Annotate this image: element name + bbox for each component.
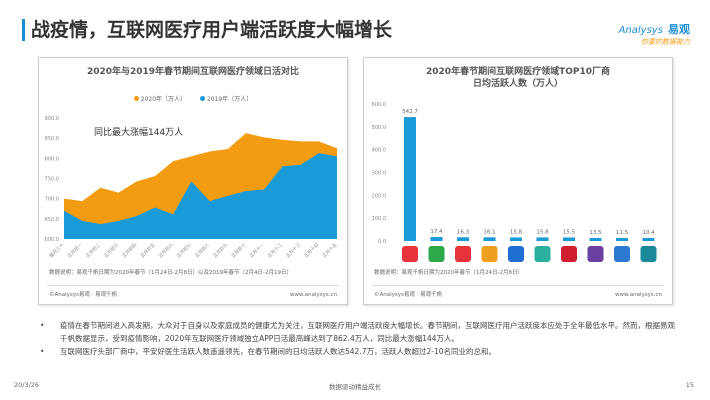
app-icon-6 [534,246,551,262]
chart-source: ©Analysys易观 · 易观千帆 [374,292,443,298]
x-tick-label: 正月初三 [102,241,120,259]
x-tick-label: 正月初九 [212,241,230,259]
y-tick-label: 400.0 [372,148,386,154]
footer-slogan: 数据驱动精益成长 [329,383,381,391]
bar [536,237,549,241]
bar [563,237,575,241]
bar [430,237,443,241]
legend-2019: 2019年（万人） [199,96,252,103]
data-label: 15.8 [536,229,549,235]
app-icon-2 [428,246,445,262]
chart-url: www.analysys.cn [290,292,337,298]
bar [483,237,496,241]
chart-url: www.analysys.cn [615,292,662,298]
chart-title: 2020年春节期间互联网医疗领域TOP10厂商 日均活跃人数（万人） [426,67,610,89]
data-label: 11.5 [616,230,629,236]
y-tick-label: 100.0 [372,216,386,222]
x-tick-label: 正月初六 [157,241,175,259]
y-tick-label: 500.0 [372,125,386,131]
app-icon-1 [402,246,418,262]
app-icon-5 [508,246,524,262]
chart-annotation: 同比最大涨幅144万人 [94,126,183,138]
y-tick-label: 200.0 [372,193,386,199]
x-tick-label: 腊月三十 [48,241,66,259]
y-tick-label: 800.0 [45,156,59,162]
app-icon-9 [614,246,630,262]
app-icon-7 [561,246,577,262]
y-tick-label: 650.0 [45,217,59,223]
bar [616,238,628,241]
chart-note: 数据说明：易观千帆日期为2020年春节（1月24日-2月8日） [374,270,523,276]
logo-brand: 易观 [668,23,690,36]
legend-2020: 2020年（万人） [133,96,186,103]
top10-bar-chart: 2020年春节期间互联网医疗领域TOP10厂商 日均活跃人数（万人） 0.0 100… [363,57,673,305]
x-tick-label: 正月十一 [248,241,266,259]
app-icon-8 [587,246,604,262]
bar [404,117,416,241]
data-label: 15.8 [510,229,523,235]
y-tick-label: 850.0 [45,136,59,142]
data-label: 542.7 [402,109,418,115]
x-tick-label: 正月十四 [303,241,321,259]
area-chart-svg: 600.0 650.0 700.0 750.0 800.0 850.0 900.0 同比最大涨… [45,116,339,259]
bullet-item: 疫情在春节期间进入高发期，大众对于自身以及家庭成员的健康尤为关注，互联网医疗用户… [40,319,680,345]
y-tick-label: 0.0 [378,239,386,245]
daily-active-comparison-chart: 2020年与2019年春节期间互联网医疗领域日活对比 2020年（万人） 201… [38,57,348,305]
bar-chart-svg: 0.0 100.0 200.0 300.0 400.0 500.0 600.0 542.7 17… [372,102,657,262]
bar [457,237,469,241]
bullet-item: 互联网医疗头部厂商中，平安好医生活跃人数遥遥领先，在春节期间的日均活跃人数达54… [40,345,680,358]
y-tick-label: 700.0 [45,197,59,203]
y-tick-label: 600.0 [372,102,386,108]
y-tick-label: 750.0 [45,177,59,183]
x-tick-label: 正月初一 [66,241,84,259]
x-tick-label: 正月初五 [139,241,157,259]
y-tick-label: 600.0 [45,237,59,243]
x-tick-label: 正月初二 [84,241,102,259]
bar [510,237,522,241]
x-tick-label: 正月初四 [121,241,139,259]
chart-source: ©Analysys易观 · 易观千帆 [49,292,118,298]
chart-title: 2020年与2019年春节期间互联网医疗领域日活对比 [86,67,300,77]
x-tick-label: 正月十三 [284,241,302,259]
y-tick-label: 300.0 [372,171,386,177]
app-icon-10 [640,246,657,262]
area-series-2019 [64,153,337,239]
bar [642,238,655,241]
chart-note: 数据说明：易观千帆日期为2020年春节（1月24日-2月8日）以及2019年春节… [49,270,292,276]
x-tick-label: 正月初七 [175,241,193,259]
analysys-logo: Analysys 易观 你要的数据能力 [619,18,690,47]
y-tick-label: 900.0 [45,116,59,122]
page-number: 15 [685,381,694,389]
logo-tagline: 你要的数据能力 [641,38,690,46]
app-icon-3 [455,246,471,262]
data-label: 13.5 [589,230,602,236]
data-label: 16.1 [483,229,495,235]
page-title: 战疫情，互联网医疗用户端活跃度大幅增长 [22,19,392,41]
chart-legend: 2020年（万人） 2019年（万人） [39,94,347,103]
footer-date: 20/3/26 [14,381,40,389]
app-icon-4 [481,246,498,262]
data-label: 10.4 [642,230,655,236]
summary-bullets: 疫情在春节期间进入高发期，大众对于自身以及家庭成员的健康尤为关注，互联网医疗用户… [40,319,680,358]
bar [589,237,602,241]
x-tick-label: 正月十二 [266,241,284,259]
x-tick-label: 正月初十 [230,241,248,259]
data-label: 17.4 [430,229,443,235]
logo-text: Analysys [618,25,663,36]
data-label: 15.5 [563,229,576,235]
x-tick-label: 正月十五 [321,241,339,259]
data-label: 16.3 [457,229,470,235]
x-tick-label: 正月初八 [193,241,211,259]
